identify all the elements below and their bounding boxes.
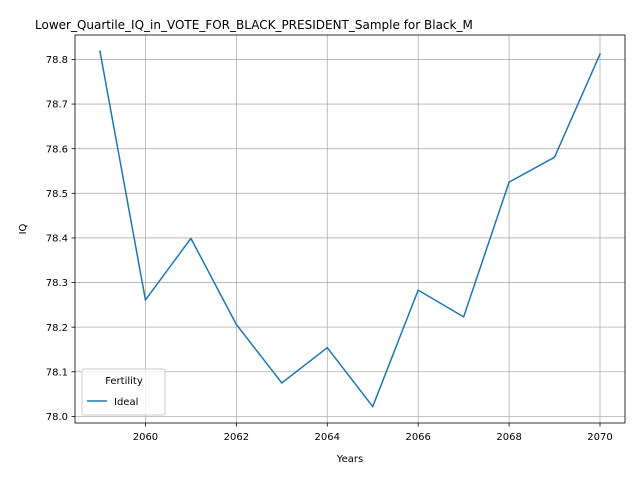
data-point — [281, 382, 283, 384]
legend: Fertility Ideal — [81, 368, 166, 416]
y-tick-label: 78.1 — [46, 367, 68, 378]
y-axis-ticks: 78.0 78.1 78.2 78.3 78.4 78.5 78.6 78.7 78.8 — [46, 55, 75, 423]
x-tick-label: 2064 — [315, 432, 340, 443]
legend-title: Fertility — [105, 376, 143, 387]
x-axis-label: Years — [336, 454, 363, 465]
series-layer — [99, 50, 601, 408]
x-tick-label: 2068 — [496, 432, 521, 443]
legend-box — [81, 368, 166, 416]
y-tick-label: 78.3 — [46, 278, 68, 289]
y-tick-label: 78.0 — [46, 412, 68, 423]
y-tick-label: 78.7 — [46, 100, 68, 111]
data-point — [326, 346, 329, 349]
grid — [75, 35, 625, 423]
x-tick-label: 2060 — [133, 432, 158, 443]
data-point — [417, 289, 419, 291]
data-point — [235, 323, 238, 326]
data-point — [190, 237, 192, 240]
legend-label: Ideal — [114, 397, 138, 408]
series-line — [99, 50, 601, 408]
y-axis-label: IQ — [18, 223, 29, 234]
chart-title: Lower_Quartile_IQ_in_VOTE_FOR_BLACK_PRES… — [35, 18, 473, 32]
x-tick-label: 2062 — [224, 432, 249, 443]
x-tick-label: 2066 — [405, 432, 430, 443]
data-point — [462, 316, 465, 318]
data-point — [144, 299, 147, 301]
data-point — [599, 53, 601, 55]
data-point — [371, 405, 374, 408]
y-tick-label: 78.4 — [46, 234, 68, 245]
plot-area — [75, 35, 625, 423]
y-tick-label: 78.8 — [46, 55, 68, 66]
plot-frame — [74, 34, 626, 424]
data-point — [508, 181, 510, 183]
y-tick-label: 78.6 — [46, 144, 68, 155]
x-tick-label: 2070 — [587, 432, 612, 443]
data-point — [99, 50, 101, 53]
y-tick-label: 78.2 — [46, 323, 68, 334]
data-point — [553, 156, 556, 158]
y-tick-label: 78.5 — [46, 189, 68, 200]
x-axis-ticks: 2060 2062 2064 2066 2068 2070 — [133, 423, 613, 443]
